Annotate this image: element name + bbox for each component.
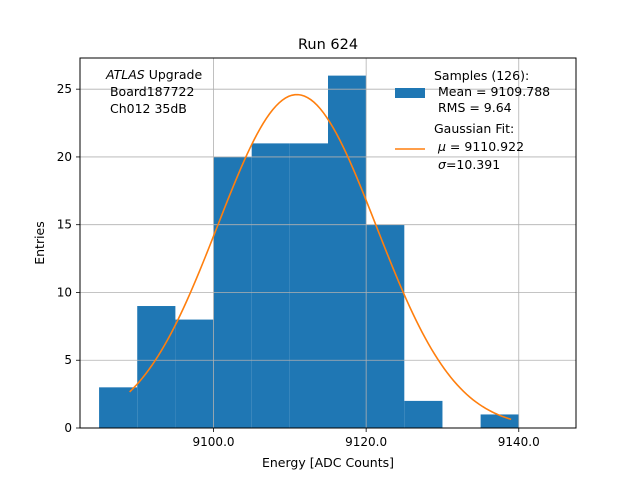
x-tick-label: 9120.0 (345, 435, 387, 449)
y-tick-label: 0 (64, 421, 72, 435)
histogram-bar (366, 224, 405, 428)
legend-fit-sigma: σ=10.391 (438, 157, 500, 172)
annotation-line-1: ATLAS Upgrade (105, 67, 202, 82)
annotation-board: Board187722 (106, 84, 194, 99)
y-tick-label: 10 (57, 285, 72, 299)
legend-fit-title: Gaussian Fit: (434, 121, 514, 136)
legend-histogram-swatch (395, 88, 425, 98)
annotation-channel: Ch012 35dB (106, 101, 187, 116)
x-tick-label: 9140.0 (498, 435, 540, 449)
histogram-bar (404, 400, 443, 428)
atlas-annotation: ATLAS Upgrade Board187722 Ch012 35dB (105, 67, 202, 116)
histogram-bar (289, 143, 328, 428)
chart-title: Run 624 (298, 37, 358, 53)
legend-samples-title: Samples (126): (434, 68, 529, 83)
annotation-atlas: ATLAS (105, 67, 145, 82)
histogram-bar (328, 75, 367, 428)
y-tick-label: 15 (57, 218, 72, 232)
axis-ticks: 9100.0 9120.0 9140.0 0 5 10 15 20 25 (57, 82, 540, 449)
histogram-bar (175, 319, 214, 428)
gaussian-fit (129, 93, 512, 421)
y-tick-label: 5 (64, 353, 72, 367)
legend-sigma-value: =10.391 (446, 157, 500, 172)
x-axis-label: Energy [ADC Counts] (262, 455, 394, 470)
y-tick-label: 20 (57, 150, 72, 164)
x-tick-label: 9100.0 (193, 435, 235, 449)
y-tick-label: 25 (57, 82, 72, 96)
legend-samples-mean: Mean = 9109.788 (434, 84, 550, 99)
legend: Samples (126): Mean = 9109.788 RMS = 9.6… (395, 68, 550, 172)
histogram-bar (99, 387, 138, 428)
legend-mu-value: = 9110.922 (446, 139, 524, 154)
fit-curve (129, 93, 512, 421)
plot-frame (79, 57, 577, 429)
legend-mu-symbol: μ (437, 139, 446, 154)
histogram-bar (137, 306, 176, 428)
y-axis-label: Entries (32, 221, 47, 265)
histogram-bar (480, 414, 519, 428)
legend-sigma-symbol: σ (438, 157, 447, 172)
annotation-upgrade: Upgrade (145, 67, 203, 82)
legend-samples-rms: RMS = 9.64 (434, 100, 512, 115)
legend-fit-mu: μ = 9110.922 (437, 139, 524, 154)
histogram-bar (251, 143, 290, 428)
